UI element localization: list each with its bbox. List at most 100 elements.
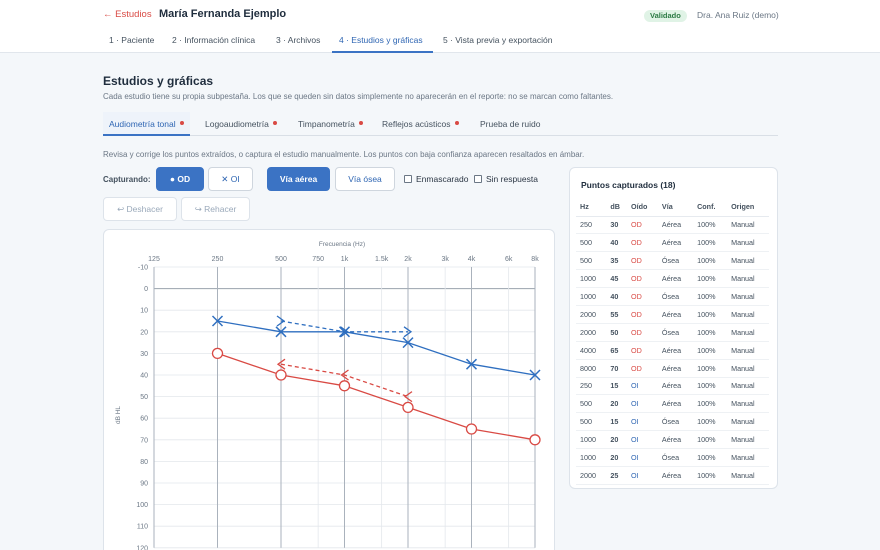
- data-point-od-air[interactable]: [338, 380, 351, 392]
- data-point-od-air[interactable]: [275, 369, 287, 381]
- data-point-oi-air[interactable]: [275, 326, 287, 338]
- table-cell: Manual: [727, 359, 769, 378]
- y-tick-labels: -10 0 10 20 30 40 50 60 70 80 90 100 110 120: [136, 265, 148, 550]
- table-cell: 500: [576, 412, 607, 432]
- series-line: [217, 320, 536, 376]
- column-header: Conf.: [693, 198, 728, 217]
- table-cell: Ósea: [657, 287, 694, 306]
- checkbox-box[interactable]: [474, 175, 482, 183]
- table-cell: 2000: [576, 323, 607, 342]
- table-cell: Manual: [727, 251, 769, 271]
- data-point-od-air[interactable]: [402, 401, 414, 414]
- table-cell: 100%: [693, 412, 728, 432]
- back-to-studies-link[interactable]: ← Estudios: [103, 9, 152, 20]
- data-point-oi-bone[interactable]: [340, 326, 349, 338]
- table-cell: 1000: [576, 287, 607, 306]
- table-row[interactable]: 500 20 OI Aérea 100% Manual: [576, 394, 769, 414]
- y-tick-label: 10: [140, 308, 148, 315]
- data-point-od-air[interactable]: [529, 434, 541, 446]
- column-header: dB: [606, 198, 627, 217]
- table-cell: 4000: [576, 341, 607, 360]
- table-cell: 100%: [693, 377, 728, 396]
- points-table: Hz dB Oído Vía Conf. Origen 250 30 OD Aérea 100% M…: [576, 198, 769, 485]
- table-row[interactable]: 1000 45 OD Aérea 100% Manual: [576, 269, 769, 289]
- subtab-acoustic-reflexes[interactable]: Reflejos acústicos: [382, 112, 459, 136]
- table-row[interactable]: 2000 55 OD Aérea 100% Manual: [576, 305, 769, 324]
- ear-oi-button[interactable]: ✕ OI: [208, 167, 253, 191]
- x-tick-labels: 125 250 500 750 1k 1.5k 2k 3k 4k 6k 8k: [148, 256, 539, 263]
- points-table-header: Hz dB Oído Vía Conf. Origen: [576, 198, 769, 217]
- no-response-checkbox[interactable]: Sin respuesta: [474, 174, 538, 184]
- table-cell: Manual: [727, 287, 769, 306]
- data-point-od-bone[interactable]: [276, 358, 286, 370]
- audiogram-chart[interactable]: Frecuencia (Hz) dB HL 125 250 500 750 1k 1.5k…: [104, 230, 555, 550]
- data-point-oi-air[interactable]: [211, 315, 224, 327]
- table-cell: 40: [606, 233, 627, 253]
- section-subtitle: Cada estudio tiene su propia subpestaña.…: [103, 92, 614, 101]
- step-patient[interactable]: 1 · Paciente: [109, 35, 155, 45]
- table-cell: OI: [626, 448, 658, 467]
- table-cell: OD: [626, 287, 658, 306]
- empty-dot-icon: [272, 120, 277, 125]
- step-studies[interactable]: 4 · Estudios y gráficas: [332, 35, 433, 53]
- table-row[interactable]: 250 30 OD Aérea 100% Manual: [576, 216, 769, 235]
- table-cell: Manual: [727, 341, 769, 360]
- top-bar: ← Estudios María Fernanda Ejemplo Valida…: [0, 0, 880, 53]
- table-cell: Ósea: [657, 323, 694, 342]
- table-cell: 20: [606, 430, 627, 450]
- table-row[interactable]: 500 40 OD Aérea 100% Manual: [576, 233, 769, 253]
- x-tick-label: 750: [312, 256, 324, 263]
- table-row[interactable]: 8000 70 OD Aérea 100% Manual: [576, 359, 769, 378]
- table-cell: Manual: [727, 448, 769, 467]
- data-point-oi-bone[interactable]: [403, 326, 413, 338]
- table-cell: 40: [606, 287, 627, 306]
- table-cell: Manual: [727, 412, 769, 432]
- subtab-label: Timpanometría: [298, 119, 355, 129]
- subtab-tonal-audiometry[interactable]: Audiometría tonal: [103, 112, 190, 136]
- data-point-oi-bone[interactable]: [276, 315, 286, 327]
- table-row[interactable]: 250 15 OI Aérea 100% Manual: [576, 377, 769, 396]
- y-tick-label: 70: [140, 437, 148, 444]
- table-row[interactable]: 2000 25 OI Aérea 100% Manual: [576, 466, 769, 485]
- table-cell: Manual: [727, 394, 769, 414]
- data-point-od-air[interactable]: [465, 423, 478, 435]
- column-header: Oído: [626, 198, 658, 217]
- subtab-noise-test[interactable]: Prueba de ruido: [480, 119, 541, 129]
- table-cell: 250: [576, 377, 607, 396]
- y-tick-label: 120: [136, 545, 148, 550]
- undo-button[interactable]: ↩ Deshacer: [103, 197, 177, 221]
- x-tick-label: 3k: [441, 256, 449, 263]
- redo-button[interactable]: ↪ Rehacer: [181, 197, 250, 221]
- checkbox-box[interactable]: [404, 175, 412, 183]
- step-preview-export[interactable]: 5 · Vista previa y exportación: [443, 35, 553, 45]
- section-title: Estudios y gráficas: [103, 74, 214, 88]
- table-cell: Manual: [727, 305, 769, 324]
- table-row[interactable]: 500 35 OD Ósea 100% Manual: [576, 251, 769, 271]
- bone-conduction-button[interactable]: Vía ósea: [335, 167, 395, 191]
- table-row[interactable]: 1000 20 OI Aérea 100% Manual: [576, 430, 769, 450]
- table-row[interactable]: 1000 20 OI Ósea 100% Manual: [576, 448, 769, 467]
- subtab-tympanometry[interactable]: Timpanometría: [298, 112, 363, 136]
- data-point-oi-air[interactable]: [402, 337, 414, 349]
- table-row[interactable]: 500 15 OI Ósea 100% Manual: [576, 412, 769, 432]
- table-row[interactable]: 4000 65 OD Aérea 100% Manual: [576, 341, 769, 360]
- data-point-od-air[interactable]: [211, 347, 224, 360]
- step-clinical-info[interactable]: 2 · Información clínica: [172, 35, 256, 45]
- ear-od-button[interactable]: ● OD: [156, 167, 204, 191]
- table-row[interactable]: 1000 40 OD Ósea 100% Manual: [576, 287, 769, 306]
- air-conduction-button[interactable]: Vía aérea: [267, 167, 330, 191]
- y-tick-label: 20: [140, 329, 148, 336]
- table-cell: 100%: [693, 233, 728, 253]
- data-point-oi-air[interactable]: [529, 369, 541, 381]
- table-cell: OD: [626, 359, 658, 378]
- table-row[interactable]: 2000 50 OD Ósea 100% Manual: [576, 323, 769, 342]
- step-files[interactable]: 3 · Archivos: [276, 35, 321, 45]
- masked-checkbox[interactable]: Enmascarado: [404, 174, 468, 184]
- table-cell: Manual: [727, 216, 769, 235]
- subtab-logoaudiometry[interactable]: Logoaudiometría: [205, 112, 277, 136]
- table-cell: 2000: [576, 466, 607, 485]
- table-cell: Manual: [727, 233, 769, 253]
- data-point-oi-air[interactable]: [465, 358, 478, 370]
- data-point-od-bone[interactable]: [340, 369, 349, 381]
- data-point-od-bone[interactable]: [403, 391, 413, 403]
